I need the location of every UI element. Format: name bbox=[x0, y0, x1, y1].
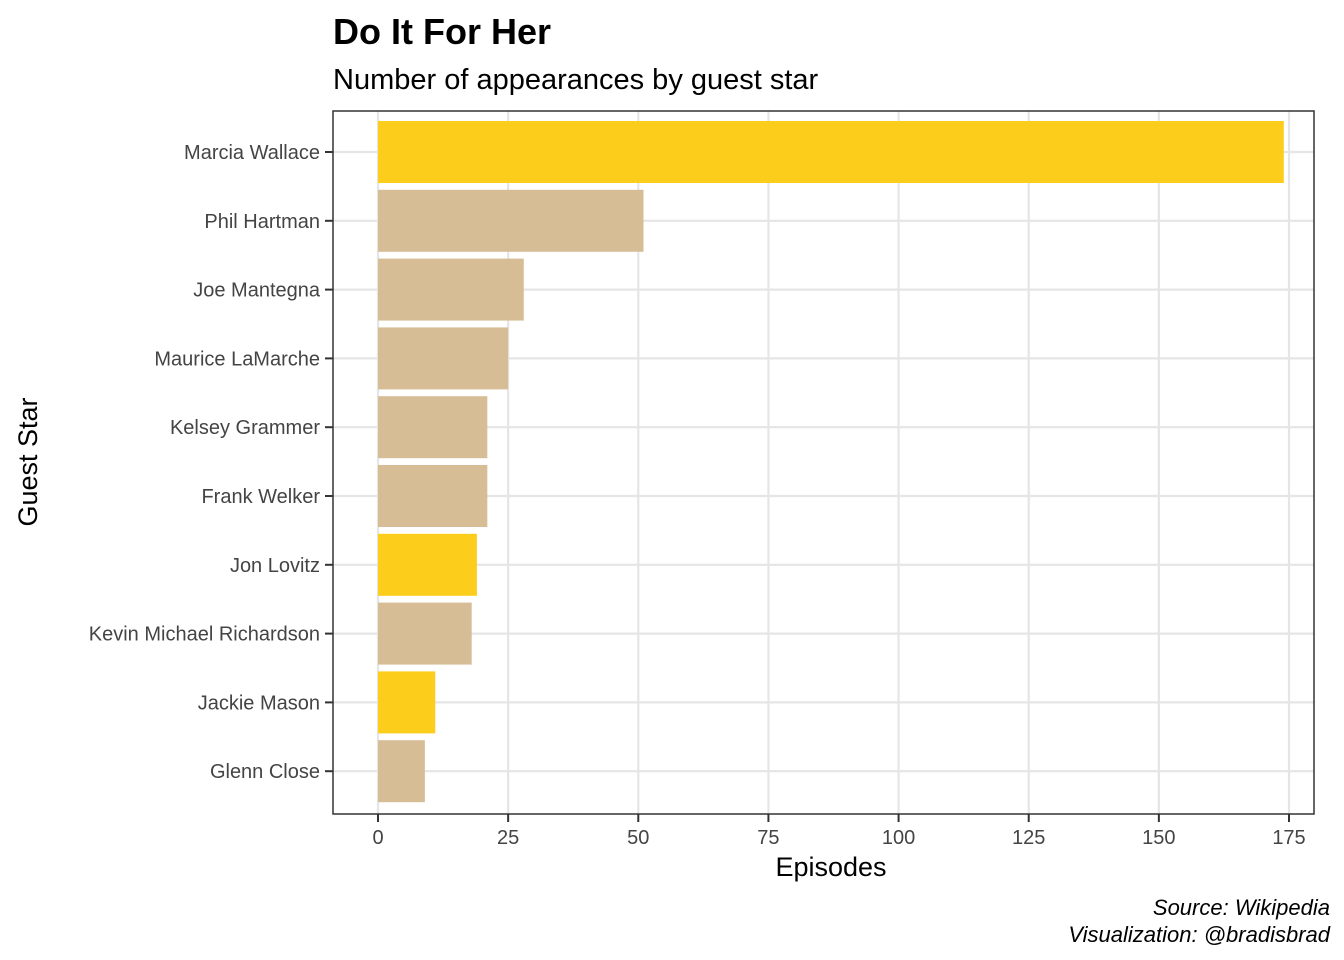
bar bbox=[378, 533, 477, 596]
bars bbox=[378, 121, 1284, 803]
bar bbox=[378, 327, 509, 390]
x-axis-title: Episodes bbox=[775, 852, 886, 882]
caption-source: Source: Wikipedia bbox=[1153, 895, 1330, 920]
y-tick-label: Kelsey Grammer bbox=[170, 417, 320, 439]
y-tick-label: Joe Mantegna bbox=[193, 280, 321, 302]
y-tick-label: Kevin Michael Richardson bbox=[89, 624, 320, 646]
plot-panel bbox=[332, 110, 1315, 815]
bar bbox=[378, 602, 472, 665]
y-tick-label: Jon Lovitz bbox=[230, 555, 320, 577]
bar bbox=[378, 740, 425, 803]
y-tick-label: Glenn Close bbox=[210, 761, 320, 783]
x-tick-label: 175 bbox=[1272, 827, 1305, 849]
y-tick-label: Frank Welker bbox=[201, 486, 320, 508]
y-tick-label: Maurice LaMarche bbox=[154, 348, 320, 370]
bar bbox=[378, 396, 488, 459]
chart-title: Do It For Her bbox=[333, 11, 551, 52]
x-tick-label: 0 bbox=[372, 827, 383, 849]
x-axis: 0 25 50 75 100 125 150 175 bbox=[372, 814, 1306, 849]
bar bbox=[378, 258, 524, 321]
bar bbox=[378, 671, 436, 734]
x-tick-label: 50 bbox=[627, 827, 649, 849]
bar bbox=[378, 121, 1284, 183]
x-tick-label: 150 bbox=[1142, 827, 1175, 849]
caption-credit: Visualization: @bradisbrad bbox=[1068, 922, 1330, 947]
y-axis-title: Guest Star bbox=[13, 397, 43, 526]
chart-subtitle: Number of appearances by guest star bbox=[333, 64, 819, 96]
y-axis: Marcia Wallace Phil Hartman Joe Mantegna Ma… bbox=[89, 142, 333, 783]
x-tick-label: 75 bbox=[757, 827, 779, 849]
bar bbox=[378, 189, 644, 252]
x-tick-label: 25 bbox=[497, 827, 519, 849]
x-tick-label: 125 bbox=[1012, 827, 1045, 849]
x-tick-label: 100 bbox=[882, 827, 915, 849]
y-tick-label: Phil Hartman bbox=[204, 211, 320, 233]
bar bbox=[378, 465, 488, 527]
y-tick-label: Jackie Mason bbox=[198, 692, 320, 714]
y-tick-label: Marcia Wallace bbox=[184, 142, 320, 164]
